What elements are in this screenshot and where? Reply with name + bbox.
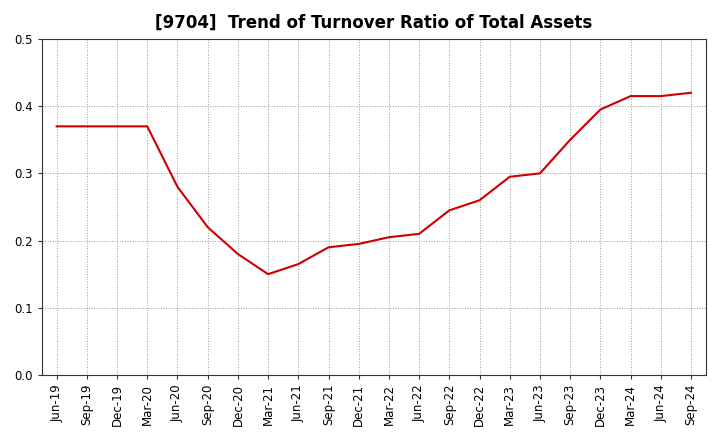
Title: [9704]  Trend of Turnover Ratio of Total Assets: [9704] Trend of Turnover Ratio of Total … bbox=[156, 14, 593, 32]
